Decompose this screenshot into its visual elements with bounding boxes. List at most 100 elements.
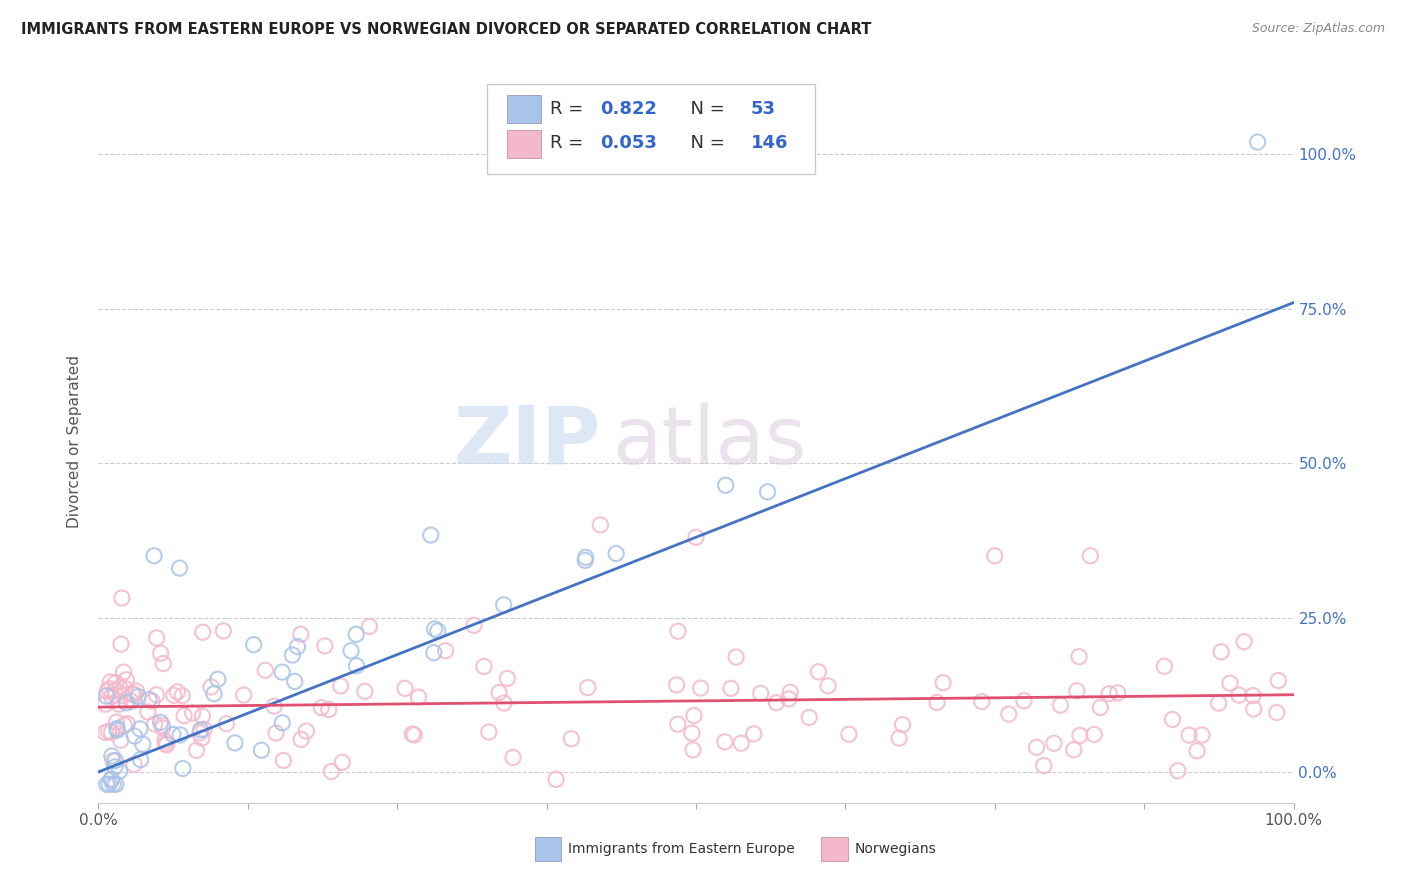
Point — [730, 736, 752, 750]
Point — [408, 690, 430, 705]
Point — [143, 717, 166, 731]
Point — [290, 627, 312, 641]
Point — [742, 727, 765, 741]
Point — [190, 723, 212, 737]
Point — [666, 717, 689, 731]
Point — [1191, 728, 1213, 742]
Text: 0.053: 0.053 — [600, 134, 657, 153]
Point — [188, 726, 211, 740]
Point — [224, 736, 246, 750]
FancyBboxPatch shape — [508, 130, 541, 158]
Point — [1247, 135, 1270, 149]
Point — [1243, 702, 1265, 716]
Text: 53: 53 — [751, 100, 776, 118]
Point — [100, 772, 122, 786]
Point — [149, 646, 172, 660]
Text: IMMIGRANTS FROM EASTERN EUROPE VS NORWEGIAN DIVORCED OR SEPARATED CORRELATION CH: IMMIGRANTS FROM EASTERN EUROPE VS NORWEG… — [21, 22, 872, 37]
Point — [136, 705, 159, 719]
FancyBboxPatch shape — [508, 95, 541, 123]
Point — [105, 722, 128, 736]
Point — [98, 681, 121, 696]
Point — [150, 718, 173, 732]
Point — [423, 622, 446, 636]
Point — [1032, 758, 1054, 772]
Point — [344, 627, 367, 641]
Point — [1167, 764, 1189, 778]
Point — [191, 625, 214, 640]
Point — [112, 665, 135, 679]
Point — [689, 681, 711, 695]
Point — [799, 710, 821, 724]
Point — [104, 754, 127, 768]
Point — [472, 659, 495, 673]
Point — [463, 618, 485, 632]
Text: 0.822: 0.822 — [600, 100, 658, 118]
Point — [121, 687, 143, 701]
Point — [108, 697, 131, 711]
Point — [124, 729, 146, 743]
Point — [749, 686, 772, 700]
Point — [574, 553, 596, 567]
Point — [193, 723, 215, 737]
Point — [284, 674, 307, 689]
Point — [1069, 729, 1091, 743]
Point — [103, 777, 125, 791]
Point — [1080, 549, 1102, 563]
Point — [720, 681, 742, 696]
Point — [575, 550, 598, 565]
Point — [681, 726, 703, 740]
Point — [215, 716, 238, 731]
Point — [925, 696, 948, 710]
Point — [1233, 634, 1256, 648]
Point — [122, 687, 145, 701]
Point — [152, 721, 174, 735]
Point — [401, 727, 423, 741]
Point — [1219, 676, 1241, 690]
Point — [232, 688, 254, 702]
Point — [419, 528, 441, 542]
Point — [404, 728, 426, 742]
Point — [1043, 736, 1066, 750]
Point — [605, 546, 627, 560]
Point — [115, 673, 138, 687]
Point — [250, 743, 273, 757]
Point — [132, 737, 155, 751]
Text: N =: N = — [679, 134, 731, 153]
Point — [254, 663, 277, 677]
Point — [101, 754, 124, 768]
Point — [145, 631, 167, 645]
Point — [576, 681, 599, 695]
Point — [122, 757, 145, 772]
Point — [984, 549, 1007, 563]
Point — [115, 696, 138, 710]
Point — [1083, 727, 1105, 741]
Point — [149, 715, 172, 730]
Point — [756, 484, 779, 499]
Point — [96, 777, 118, 791]
Point — [478, 725, 501, 739]
Point — [105, 714, 128, 729]
Point — [172, 761, 194, 775]
Point — [173, 708, 195, 723]
Point — [359, 619, 381, 633]
Point — [141, 694, 163, 708]
Point — [682, 743, 704, 757]
Point — [1098, 687, 1121, 701]
Point — [1090, 700, 1112, 714]
Point — [191, 709, 214, 723]
Point — [1208, 696, 1230, 710]
Point — [105, 723, 128, 738]
Point — [166, 685, 188, 699]
Point — [1227, 688, 1250, 702]
Text: Immigrants from Eastern Europe: Immigrants from Eastern Europe — [568, 842, 794, 856]
Point — [685, 530, 707, 544]
Point — [120, 694, 142, 708]
Point — [207, 672, 229, 686]
Point — [104, 688, 127, 702]
Point — [242, 638, 264, 652]
Point — [181, 706, 204, 720]
Text: R =: R = — [550, 100, 589, 118]
Point — [887, 731, 910, 745]
Point — [354, 684, 377, 698]
Point — [778, 691, 800, 706]
